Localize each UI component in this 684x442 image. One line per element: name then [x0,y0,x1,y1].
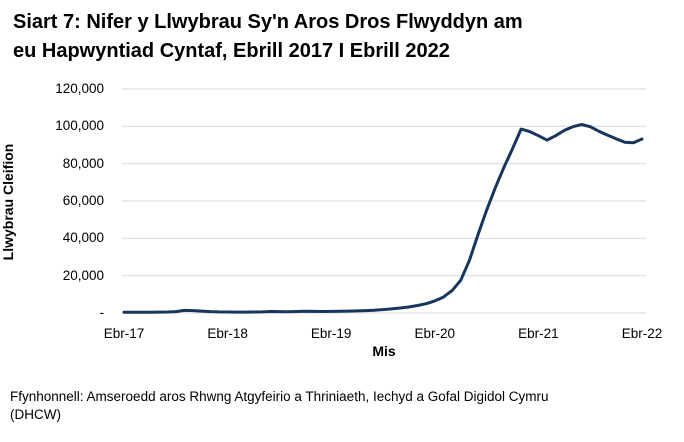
chart-title: Siart 7: Nifer y Llwybrau Sy'n Aros Dros… [13,8,673,66]
y-tick-label: 40,000 [62,230,104,246]
chart-title-line1: Siart 7: Nifer y Llwybrau Sy'n Aros Dros… [13,11,523,33]
x-tick-label: Ebr-20 [414,326,456,341]
data-line [122,123,644,314]
source-note-line1: Ffynhonnell: Amseroedd aros Rhwng Atgyfe… [10,389,549,404]
y-tick-label: 100,000 [55,118,104,134]
gridlines [122,88,646,314]
y-tick-label: 80,000 [62,155,104,171]
y-tick-label: 60,000 [62,193,104,208]
x-tick-label: Ebr-21 [518,326,559,341]
x-tick-label: Ebr-17 [103,326,145,341]
source-note-line2: (DHCW) [10,407,61,422]
y-tick-label: - [99,305,105,320]
source-note: Ffynhonnell: Amseroedd aros Rhwng Atgyfe… [10,388,680,424]
y-tick-label: 120,000 [55,81,104,96]
x-tick-label: Ebr-22 [621,326,663,341]
y-tick-label: 20,000 [62,267,104,283]
x-tick-label: Ebr-19 [310,326,352,341]
x-tick-label: Ebr-18 [207,326,248,341]
chart-title-line2: eu Hapwyntiad Cyntaf, Ebrill 2017 I Ebri… [13,40,450,62]
x-axis-title: Mis [372,343,396,359]
